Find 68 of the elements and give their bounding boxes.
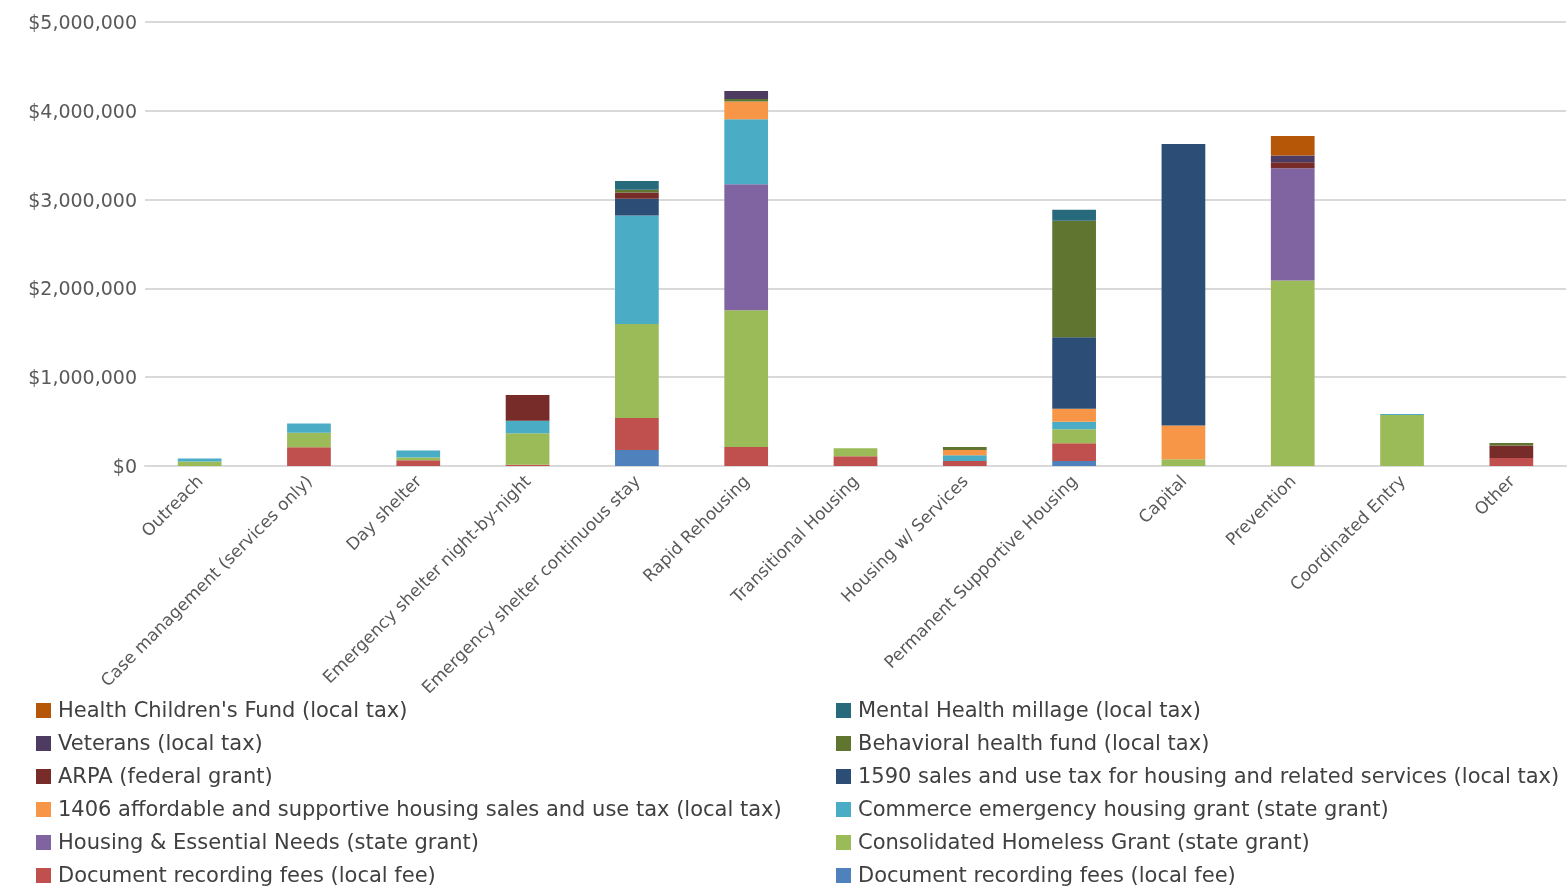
bar [1270, 155, 1315, 163]
bar [724, 310, 769, 447]
bar [724, 101, 769, 120]
bar [942, 455, 987, 462]
bar [287, 432, 331, 448]
bar [942, 446, 987, 451]
legend-label: Veterans (local tax) [58, 730, 263, 757]
bar [833, 456, 878, 466]
bar [505, 394, 550, 421]
bar [1489, 442, 1534, 446]
bar [1052, 209, 1096, 221]
bar [1052, 429, 1096, 444]
bar [833, 448, 878, 457]
bar [505, 420, 550, 434]
bar [396, 450, 441, 458]
bar [615, 198, 659, 216]
bar [1489, 458, 1534, 466]
bar [1052, 220, 1096, 338]
legend-label: Health Children's Fund (local tax) [58, 697, 408, 724]
bar [942, 450, 987, 456]
bar [942, 461, 987, 466]
bar [396, 460, 441, 466]
bar [615, 418, 659, 451]
y-tick-label: $1,000,000 [28, 366, 137, 389]
bar [615, 323, 659, 419]
bar [1161, 459, 1206, 466]
bar [1270, 280, 1315, 466]
bar [724, 184, 769, 311]
bar [505, 433, 550, 465]
bar [615, 192, 659, 199]
bar [724, 447, 769, 466]
legend-label: Document recording fees (local fee) [858, 862, 1236, 887]
legend-label: Mental Health millage (local tax) [858, 697, 1201, 724]
bar [1270, 135, 1315, 156]
bar [287, 447, 331, 466]
bar [1052, 337, 1096, 409]
bar [1489, 445, 1534, 459]
bar [1380, 414, 1424, 466]
bar [1161, 425, 1206, 460]
bar [724, 119, 769, 185]
bar [1052, 408, 1096, 422]
bar [615, 215, 659, 324]
bar [1052, 461, 1096, 466]
bar [724, 98, 769, 102]
bar [615, 180, 659, 190]
bar [287, 423, 331, 433]
bar [1270, 168, 1315, 281]
legend-label: 1406 affordable and supportive housing sales and use tax (local tax) [58, 796, 782, 823]
y-tick-label: $5,000,000 [28, 11, 137, 33]
y-tick-label: $3,000,000 [28, 188, 137, 211]
legend-label: ARPA (federal grant) [58, 763, 273, 790]
y-tick-label: $4,000,000 [28, 99, 137, 122]
legend-label: Consolidated Homeless Grant (state grant) [858, 829, 1310, 856]
bar [1052, 421, 1096, 430]
legend-label: Document recording fees (local fee) [58, 862, 436, 887]
bar [177, 458, 222, 462]
bar [1052, 443, 1096, 462]
legend-label: 1590 sales and use tax for housing and related services (local tax) [858, 763, 1560, 790]
bar [177, 461, 222, 466]
bar [724, 90, 769, 99]
legend-label: Housing & Essential Needs (state grant) [58, 829, 480, 856]
y-tick-label: $2,000,000 [28, 277, 137, 300]
legend-label: Behavioral health fund (local tax) [858, 730, 1210, 757]
bar [1270, 162, 1315, 169]
legend-label: Commerce emergency housing grant (state grant) [858, 796, 1389, 823]
y-tick-label: $0 [112, 455, 137, 477]
bar [1161, 144, 1206, 426]
bar [615, 450, 659, 466]
